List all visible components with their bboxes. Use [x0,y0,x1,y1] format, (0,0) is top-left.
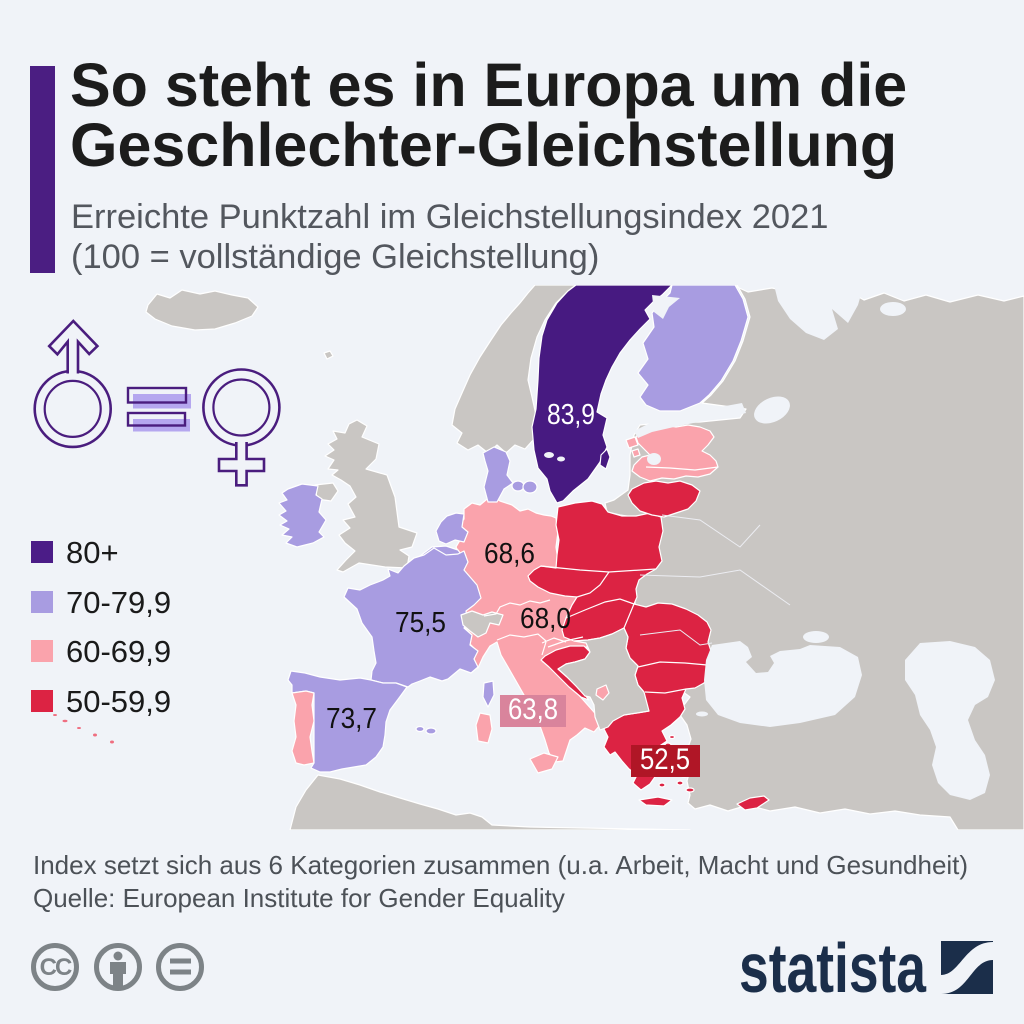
svg-text:83,9: 83,9 [547,399,595,431]
svg-text:68,0: 68,0 [520,603,571,635]
svg-text:68,6: 68,6 [484,538,535,570]
svg-text:52,5: 52,5 [640,743,690,776]
svg-text:63,8: 63,8 [508,693,558,726]
svg-text:75,5: 75,5 [395,607,446,639]
svg-text:CC: CC [40,954,72,981]
svg-text:73,7: 73,7 [326,703,377,735]
